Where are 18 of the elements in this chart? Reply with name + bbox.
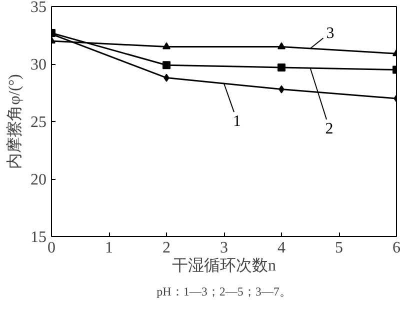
legend-label: 3: [326, 24, 334, 42]
x-tick-label: 0: [48, 240, 56, 256]
text: pH：1—3；2—5；3—7。: [156, 284, 292, 298]
x-tick-label: 2: [162, 240, 170, 256]
y-tick-label: 30: [30, 56, 46, 74]
series-label: 1: [233, 113, 241, 130]
y-tick-label: 35: [30, 0, 46, 16]
x-tick-label: 5: [335, 240, 343, 256]
y-tick-label: 15: [30, 229, 46, 246]
y-tick-label: 25: [30, 114, 46, 131]
x-tick-label: 6: [392, 240, 400, 256]
y-axis-title: 内摩擦角φ/(°): [6, 74, 24, 169]
x-axis-title: 干湿循环次数n: [172, 258, 276, 274]
text: 2: [325, 120, 334, 138]
x-tick-label: 1: [105, 240, 113, 256]
x-tick-label: 4: [278, 240, 286, 256]
y-tick-label: 20: [30, 172, 46, 188]
x-tick-label: 3: [220, 240, 228, 256]
